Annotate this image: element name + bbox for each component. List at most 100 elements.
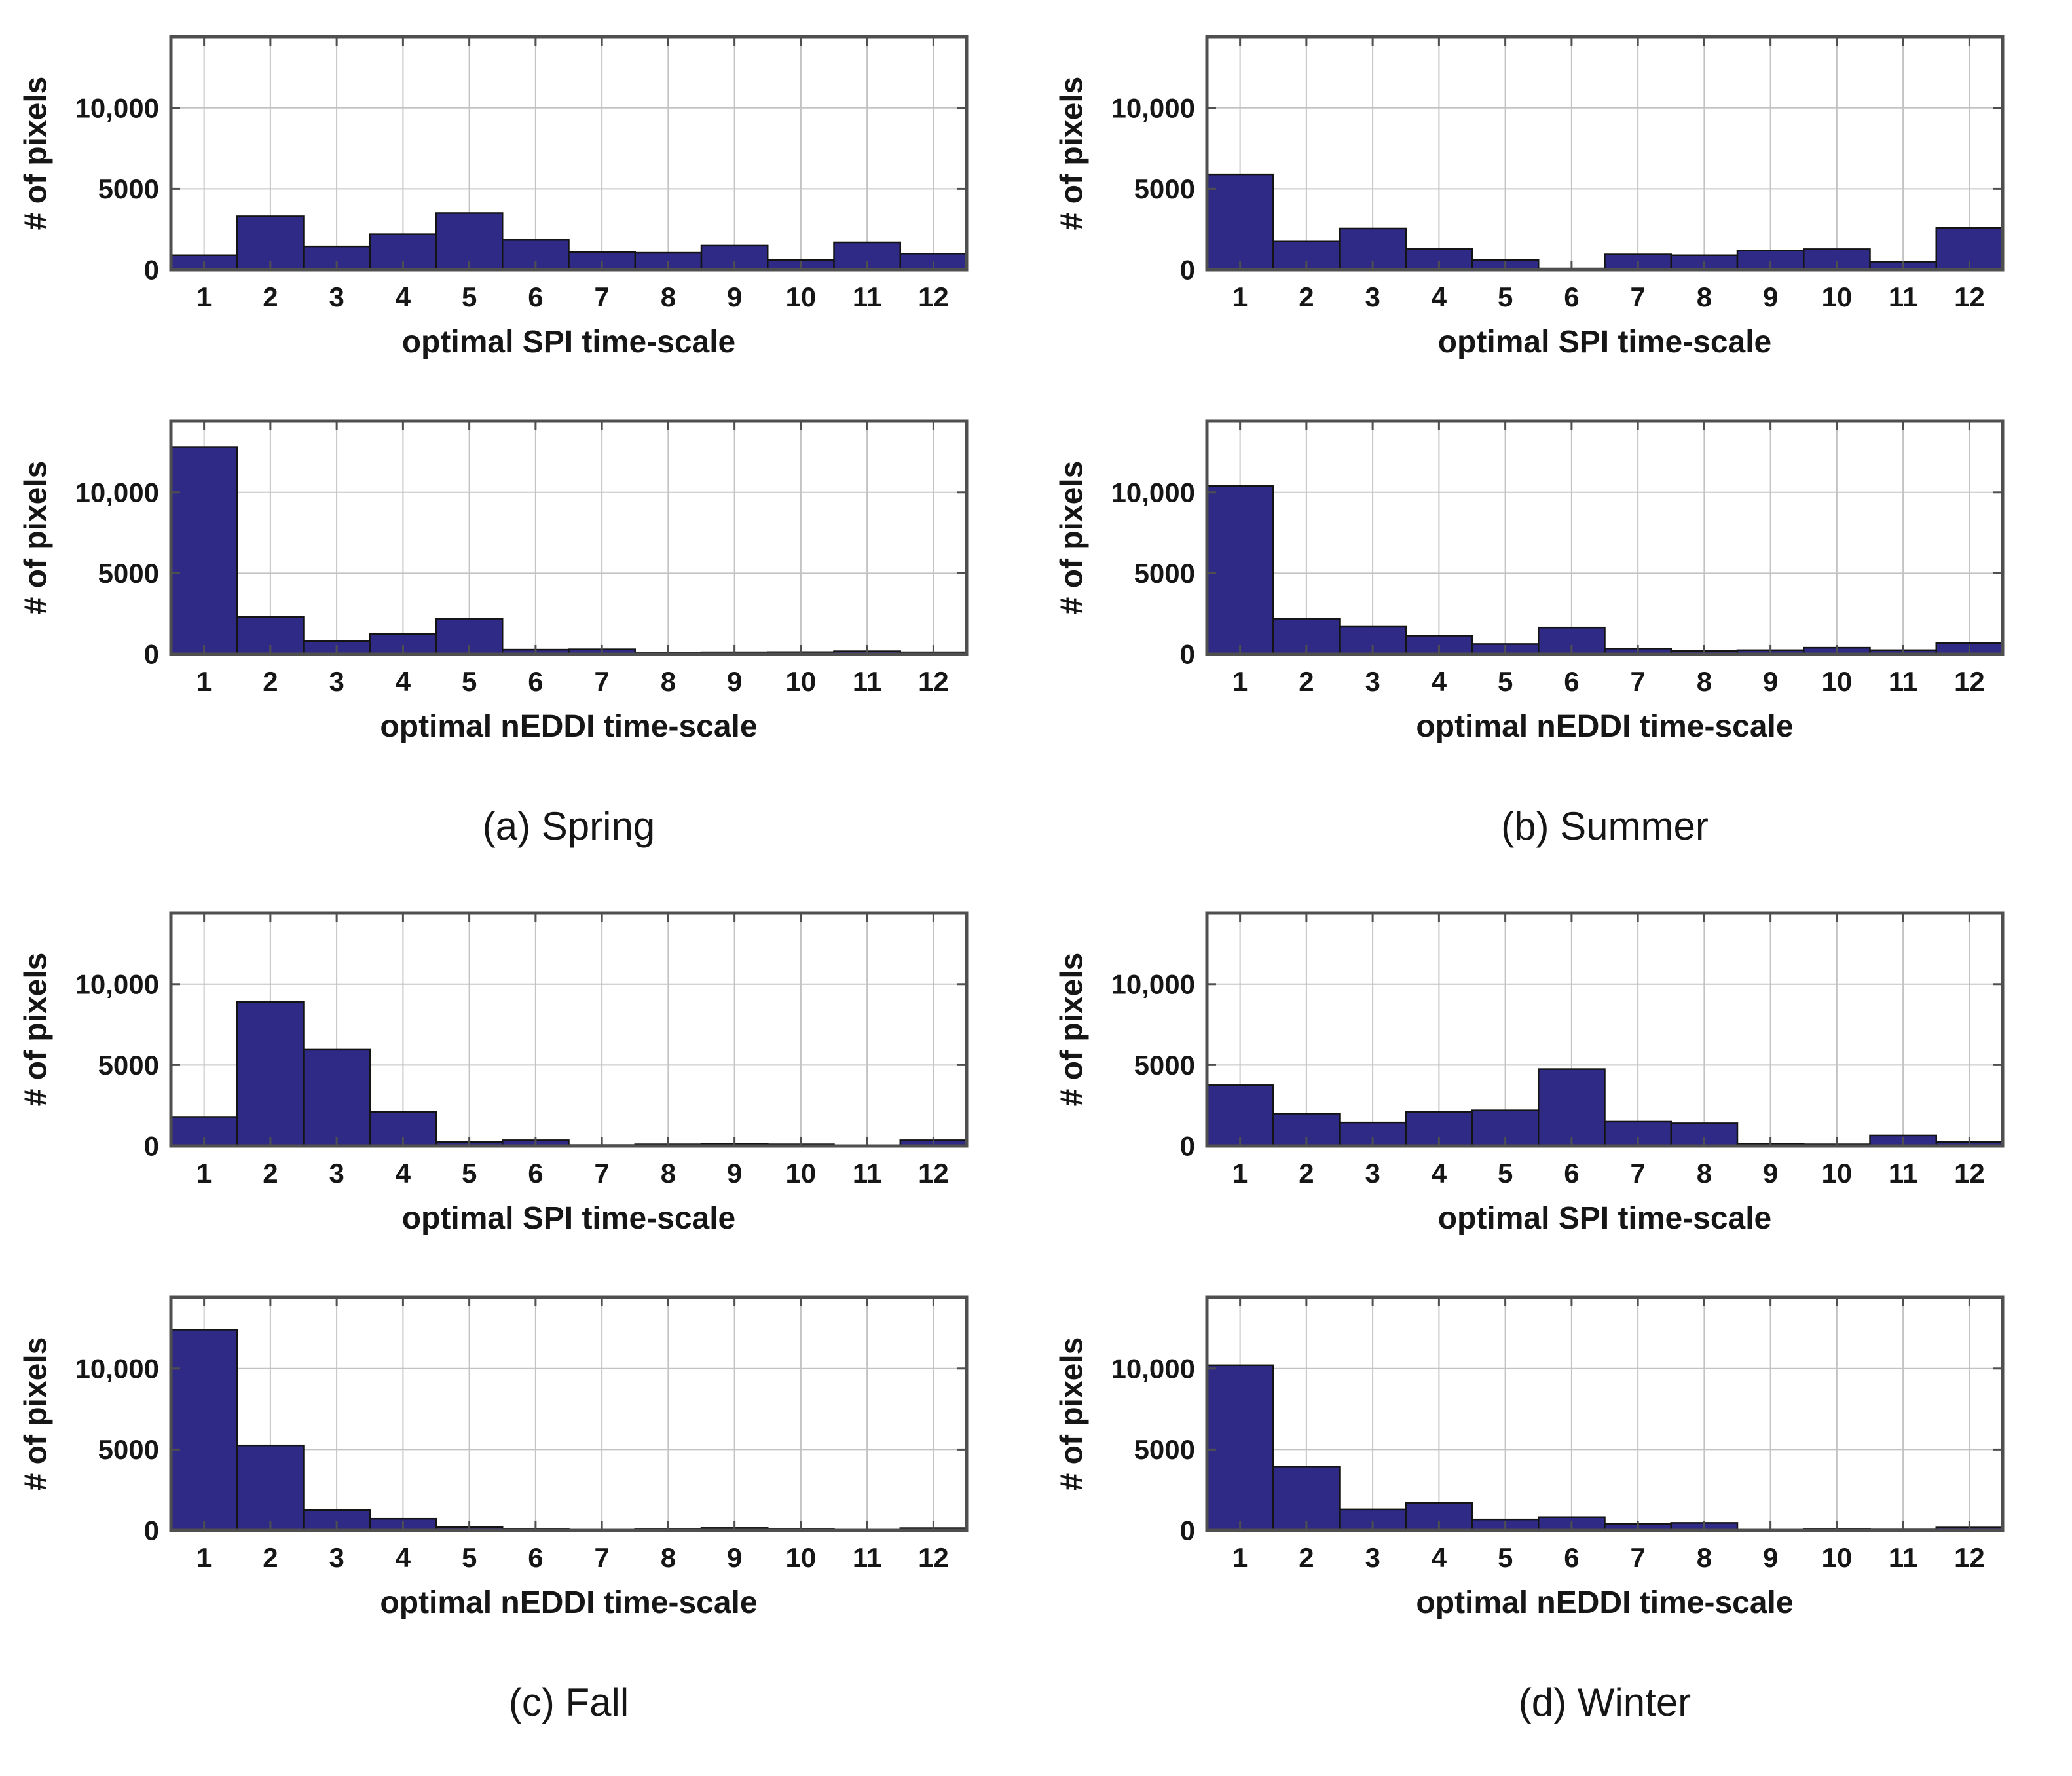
bar: [236, 1444, 305, 1532]
panel-summer: 1 2 3 4 5 6 7 8 9 10 11 12 0 5000 10,000 optimal SPI ti…: [1036, 29, 2072, 854]
chart-summer-spi: 1 2 3 4 5 6 7 8 9 10 11 12 0 5000 10,000 optimal SPI ti…: [1043, 29, 2065, 386]
x-tick-label: 12: [918, 1542, 949, 1573]
x-tick-label: 5: [1498, 282, 1513, 312]
y-tick-label: 10,000: [75, 92, 159, 123]
panel-caption-winter: (d) Winter: [1518, 1680, 1692, 1724]
y-tick-label: 0: [144, 639, 159, 670]
y-tick-label: 0: [1180, 1131, 1195, 1162]
x-tick-label: 4: [1432, 666, 1447, 697]
x-tick-label: 3: [329, 1158, 344, 1189]
x-tick-label: 11: [853, 282, 881, 312]
x-tick-label: 1: [1232, 1158, 1248, 1189]
x-tick-label: 12: [918, 282, 949, 312]
y-tick-label: 5000: [98, 1050, 159, 1081]
x-tick-label: 1: [1232, 282, 1248, 312]
bar: [170, 1329, 238, 1532]
x-tick-label: 8: [1697, 666, 1712, 697]
x-tick-label: 6: [528, 1158, 543, 1189]
panel-winter: 1 2 3 4 5 6 7 8 9 10 11 12 0 5000 10,000 optimal SPI ti…: [1036, 905, 2072, 1730]
y-tick-label: 5000: [98, 558, 159, 589]
y-axis-label: # of pixels: [19, 953, 54, 1107]
x-tick-label: 11: [853, 1158, 881, 1189]
bar: [369, 1111, 437, 1147]
plot-frame: [1205, 419, 2005, 656]
x-tick-label: 3: [1365, 1542, 1380, 1573]
x-tick-label: 5: [1498, 1158, 1513, 1189]
x-tick-label: 8: [1697, 1542, 1712, 1573]
x-tick-label: 9: [727, 1542, 742, 1573]
x-tick-label: 10: [1822, 1542, 1853, 1573]
x-tick-label: 6: [1564, 282, 1579, 312]
y-tick-label: 10,000: [75, 969, 159, 999]
bar: [1538, 1068, 1606, 1147]
x-tick-label: 8: [1697, 282, 1712, 312]
x-tick-label: 8: [661, 666, 676, 697]
x-tick-label: 4: [1432, 282, 1447, 312]
chart-spring-spi: 1 2 3 4 5 6 7 8 9 10 11 12 0 5000 10,000 optimal SPI ti…: [7, 29, 1029, 386]
x-tick-label: 5: [462, 666, 477, 697]
x-tick-label: 10: [1822, 1158, 1853, 1189]
x-tick-label: 8: [661, 1158, 676, 1189]
x-tick-label: 4: [1432, 1542, 1447, 1573]
x-axis-label: optimal nEDDI time-scale: [380, 1585, 757, 1620]
x-tick-label: 3: [1365, 1158, 1380, 1189]
bar: [435, 618, 504, 656]
x-axis-label: optimal SPI time-scale: [1438, 325, 1772, 360]
bar: [170, 446, 238, 656]
x-tick-label: 9: [1763, 1542, 1778, 1573]
x-tick-label: 1: [1232, 666, 1248, 697]
x-tick-label: 2: [263, 282, 278, 312]
x-tick-label: 8: [661, 1542, 676, 1573]
x-tick-label: 11: [1889, 1542, 1917, 1573]
x-tick-label: 4: [396, 1542, 411, 1573]
x-tick-label: 7: [594, 1542, 609, 1573]
chart-winter-spi: 1 2 3 4 5 6 7 8 9 10 11 12 0 5000 10,000 optimal SPI ti…: [1043, 905, 2065, 1262]
x-tick-label: 7: [594, 282, 609, 312]
x-tick-label: 3: [1365, 666, 1380, 697]
x-axis-label: optimal SPI time-scale: [402, 325, 736, 360]
x-tick-label: 7: [594, 1158, 609, 1189]
x-tick-label: 5: [1498, 1542, 1513, 1573]
x-tick-label: 6: [528, 1542, 543, 1573]
x-tick-label: 3: [329, 282, 344, 312]
y-tick-label: 5000: [1134, 1434, 1195, 1465]
chart-spring-neddi: 1 2 3 4 5 6 7 8 9 10 11 12 0 5000 10,000 optimal nEDDI …: [7, 413, 1029, 770]
x-tick-label: 7: [1630, 1158, 1645, 1189]
bar: [1272, 1466, 1341, 1532]
plot-frame: [169, 419, 969, 656]
x-tick-label: 3: [1365, 282, 1380, 312]
x-axis-label: optimal nEDDI time-scale: [380, 709, 757, 744]
plot-frame: [169, 911, 969, 1148]
plot-frame: [169, 1295, 969, 1532]
x-tick-label: 2: [1299, 282, 1314, 312]
y-axis-label: # of pixels: [1055, 77, 1090, 231]
y-tick-label: 0: [1180, 639, 1195, 670]
y-tick-label: 0: [144, 255, 159, 286]
bar: [1803, 248, 1871, 271]
x-tick-label: 6: [1564, 1542, 1579, 1573]
y-tick-label: 5000: [98, 174, 159, 204]
bar: [236, 1001, 305, 1147]
x-tick-label: 4: [396, 282, 411, 312]
chart-winter-neddi: 1 2 3 4 5 6 7 8 9 10 11 12 0 5000 10,000 optimal nEDDI …: [1043, 1289, 2065, 1646]
x-tick-label: 9: [1763, 282, 1778, 312]
chart-summer-neddi: 1 2 3 4 5 6 7 8 9 10 11 12 0 5000 10,000 optimal nEDDI …: [1043, 413, 2065, 770]
x-tick-label: 10: [786, 1542, 817, 1573]
x-tick-label: 7: [1630, 1542, 1645, 1573]
x-tick-label: 5: [462, 282, 477, 312]
y-tick-label: 0: [144, 1515, 159, 1546]
chart-fall-spi: 1 2 3 4 5 6 7 8 9 10 11 12 0 5000 10,000 optimal SPI ti…: [7, 905, 1029, 1262]
x-tick-label: 9: [727, 282, 742, 312]
bar: [1206, 1364, 1274, 1532]
x-tick-label: 2: [1299, 1158, 1314, 1189]
x-tick-label: 6: [528, 282, 543, 312]
bar: [303, 1048, 371, 1147]
x-tick-label: 10: [1822, 282, 1853, 312]
x-axis-label: optimal nEDDI time-scale: [1416, 709, 1793, 744]
y-axis-label: # of pixels: [1055, 953, 1090, 1107]
plot-frame: [1205, 35, 2005, 272]
y-tick-label: 0: [1180, 1515, 1195, 1546]
